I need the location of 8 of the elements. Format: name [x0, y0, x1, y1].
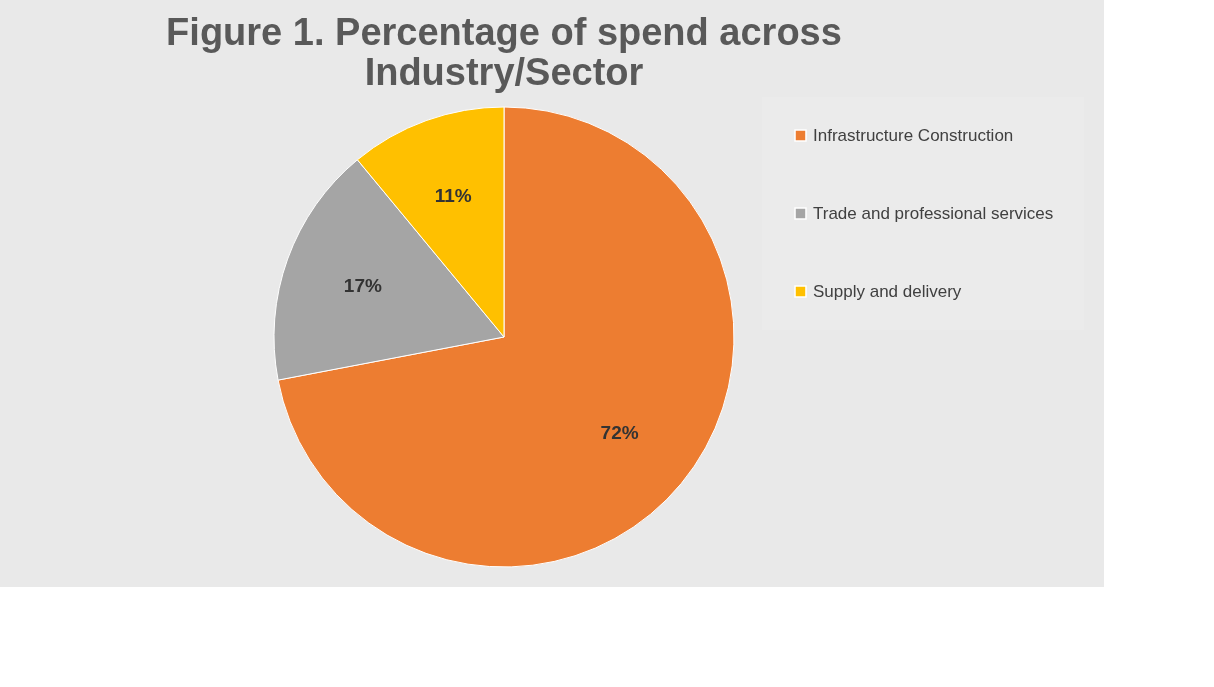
chart-title: Figure 1. Percentage of spend across Industry/Sector [166, 11, 842, 93]
legend-label: Trade and professional services [813, 203, 1054, 223]
pie-slice [277, 106, 735, 568]
legend-label: Supply and delivery [813, 281, 962, 301]
data-label: 72% [600, 421, 639, 443]
legend-label: Infrastructure Construction [813, 125, 1014, 145]
data-label: 17% [343, 275, 382, 297]
data-label: 11% [434, 184, 472, 206]
